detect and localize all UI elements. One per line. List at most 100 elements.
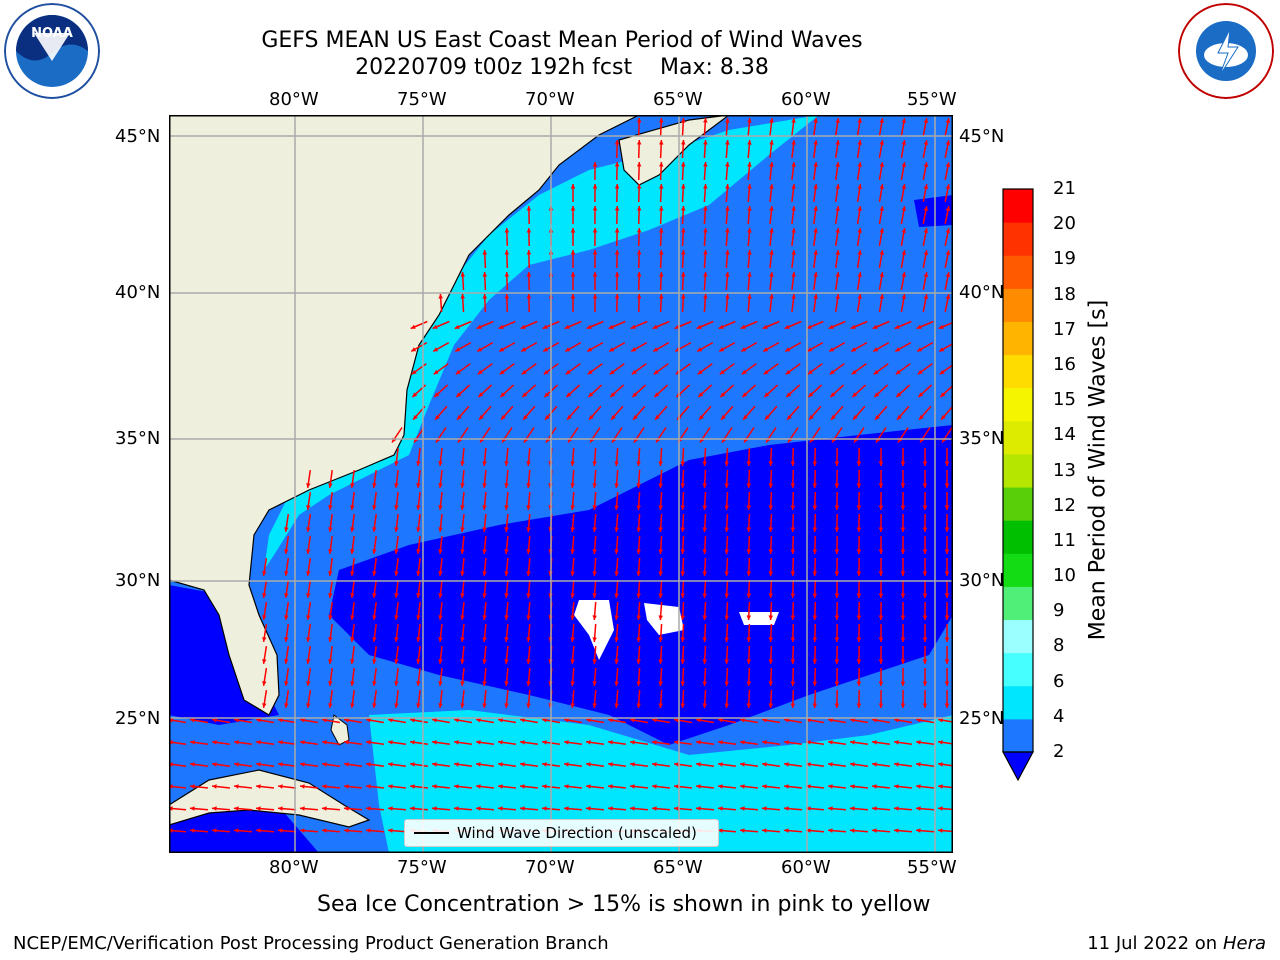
wind-arrow-head (565, 369, 571, 375)
wind-arrow-head (791, 228, 796, 233)
wind-arrow-head (680, 703, 685, 708)
wind-arrow-head (916, 806, 921, 811)
lon-label-top: 70°W (525, 89, 575, 110)
wind-arrow-head (763, 369, 769, 375)
wind-arrow-head (658, 505, 663, 510)
wind-arrow-head (897, 415, 902, 420)
wind-arrow-head (812, 637, 818, 642)
wind-arrow-head (636, 549, 641, 554)
wind-arrow-head (482, 571, 487, 576)
wind-arrow-head (856, 615, 862, 620)
footer-machine: Hera (1222, 933, 1266, 954)
wind-arrow-head (372, 615, 377, 620)
wind-arrow-head (636, 250, 642, 255)
wind-arrow-head (262, 615, 267, 620)
wind-arrow-head (372, 681, 377, 686)
wind-arrow-head (284, 637, 289, 642)
wind-arrow-head (234, 718, 239, 723)
map-plot (169, 115, 953, 853)
wind-arrow-head (482, 615, 487, 620)
wind-arrow-head (366, 806, 371, 811)
wind-arrow-head (746, 571, 752, 576)
wind-arrow-head (659, 228, 664, 233)
wind-arrow-head (835, 250, 840, 255)
wind-arrow-head (878, 505, 884, 510)
wind-arrow-head (790, 637, 796, 642)
wind-arrow-head (350, 593, 355, 598)
wind-arrow-head (586, 784, 591, 789)
wind-arrow-head (768, 461, 774, 466)
wind-arrow-head (806, 740, 811, 745)
wind-arrow-head (725, 162, 730, 167)
wind-arrow-head (878, 593, 884, 598)
wind-arrow-head (658, 681, 663, 686)
wind-arrow-head (894, 718, 899, 723)
wind-arrow-head (482, 483, 487, 488)
wind-arrow-head (659, 272, 664, 277)
wind-arrow-head (769, 118, 774, 123)
wind-arrow-head (746, 461, 752, 466)
wind-arrow-head (872, 784, 877, 789)
colorbar-swatch (1003, 387, 1033, 422)
wind-arrow-head (438, 659, 443, 664)
wind-arrow-head (835, 162, 840, 167)
wind-arrow-head (850, 762, 855, 767)
wind-arrow-head (542, 762, 547, 767)
wind-arrow-head (592, 681, 597, 686)
colorbar-swatch (1003, 255, 1033, 289)
wind-arrow-head (702, 703, 707, 708)
wind-arrow-head (916, 784, 921, 789)
wind-arrow-head (763, 347, 769, 352)
wind-arrow-head (901, 162, 906, 167)
wind-arrow-head (570, 184, 576, 189)
wind-arrow-head (790, 593, 796, 598)
land-nova-scotia (618, 115, 730, 186)
wind-arrow-head (432, 324, 438, 329)
wind-arrow-head (592, 272, 598, 277)
wind-arrow-head (747, 162, 752, 167)
wind-arrow-head (322, 784, 327, 789)
wind-arrow-head (456, 392, 462, 398)
wind-arrow-head (592, 250, 598, 255)
wind-arrow-head (850, 718, 855, 723)
wind-arrow-head (520, 762, 525, 767)
wind-arrow-head (878, 615, 884, 620)
wind-arrow-head (894, 828, 899, 833)
wind-arrow-head (834, 527, 840, 532)
wind-arrow-head (724, 703, 729, 708)
wind-arrow-head (740, 762, 745, 767)
wind-arrow-head (835, 272, 840, 277)
wind-arrow-head (702, 615, 707, 620)
wind-arrow-head (812, 681, 818, 686)
wind-arrow-head (697, 347, 703, 352)
wind-arrow-head (284, 659, 289, 664)
lat-label-right: 45°N (959, 126, 1005, 147)
wind-arrow-head (922, 505, 928, 510)
wind-arrow-head (702, 505, 707, 510)
wind-arrow-head (719, 369, 725, 375)
wind-arrow-head (394, 571, 399, 576)
wind-arrow-head (328, 505, 333, 510)
wind-arrow-head (856, 505, 862, 510)
wind-arrow-head (322, 762, 327, 767)
wind-arrow-head (526, 272, 532, 277)
wind-arrow-head (328, 549, 333, 554)
wind-arrow-head (564, 806, 569, 811)
lon-label-bottom: 65°W (653, 857, 703, 878)
wind-arrow-head (834, 659, 840, 664)
wind-arrow-head (652, 718, 657, 723)
wind-arrow-head (586, 806, 591, 811)
wind-arrow-head (636, 637, 641, 642)
wind-arrow-head (900, 549, 906, 554)
wind-arrow-head (938, 806, 943, 811)
wind-arrow-head (614, 549, 619, 554)
wind-arrow-head (526, 615, 531, 620)
wind-arrow-head (769, 294, 774, 299)
wind-arrow-head (769, 250, 774, 255)
wind-arrow-head (630, 784, 635, 789)
wind-arrow-head (460, 703, 465, 708)
wind-arrow-head (614, 527, 619, 532)
wind-arrow-head (828, 762, 833, 767)
wind-arrow-head (416, 527, 421, 532)
wind-arrow-head (896, 392, 902, 398)
